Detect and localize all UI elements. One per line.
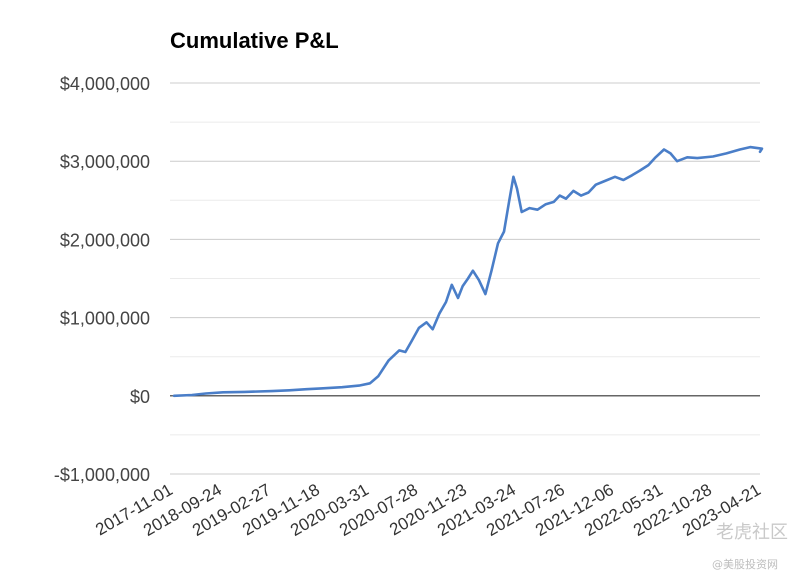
y-tick-label: $1,000,000 bbox=[60, 309, 150, 329]
y-tick-label: $4,000,000 bbox=[60, 74, 150, 94]
watermark-logo: 老虎社区 bbox=[716, 522, 788, 543]
watermark: 老虎社区 @美股投资网 bbox=[712, 522, 788, 571]
x-axis-ticks: 2017-11-012018-09-242019-02-272019-11-18… bbox=[92, 480, 764, 540]
watermark-sub: @美股投资网 bbox=[712, 557, 778, 571]
y-tick-label: $2,000,000 bbox=[60, 230, 150, 250]
chart-title: Cumulative P&L bbox=[170, 28, 339, 53]
y-axis-ticks: $4,000,000 $3,000,000 $2,000,000 $1,000,000… bbox=[54, 74, 150, 485]
y-tick-label: -$1,000,000 bbox=[54, 465, 150, 485]
gridlines bbox=[170, 82, 760, 475]
y-tick-label: $3,000,000 bbox=[60, 152, 150, 172]
y-tick-label: $0 bbox=[130, 387, 150, 407]
series-line bbox=[172, 145, 764, 398]
